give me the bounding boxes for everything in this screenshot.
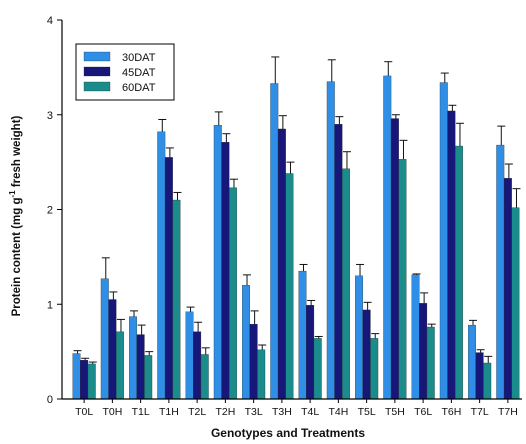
x-tick-label: T6L: [414, 406, 432, 418]
legend-swatch-45DAT: [83, 66, 111, 77]
bar-T4L-45DAT: [306, 305, 315, 400]
bar-T1H-60DAT: [172, 199, 181, 400]
bar-T4L-30DAT: [298, 270, 307, 400]
bars: [72, 75, 520, 400]
legend-swatch-30DAT: [83, 51, 111, 62]
bar-T5L-30DAT: [355, 275, 363, 400]
x-tick-label: T6H: [441, 406, 461, 418]
bar-T1L-45DAT: [136, 334, 145, 400]
y-axis-label-superscript: -1: [8, 190, 17, 198]
x-tick-label: T2L: [188, 406, 206, 418]
bar-T1H-30DAT: [157, 131, 166, 400]
bar-T3H-60DAT: [285, 173, 294, 400]
bar-T4H-45DAT: [334, 124, 343, 400]
bar-T5H-30DAT: [383, 75, 392, 400]
x-tick-label: T3L: [245, 406, 263, 418]
bar-T2H-60DAT: [229, 187, 237, 400]
bar-T2H-30DAT: [213, 125, 222, 400]
bar-T6L-45DAT: [419, 303, 428, 400]
bar-T2H-45DAT: [221, 142, 230, 400]
bar-T7L-45DAT: [475, 352, 484, 400]
bar-T0L-60DAT: [87, 363, 96, 400]
x-tick-label: T1L: [132, 406, 150, 418]
bar-T6H-30DAT: [439, 82, 448, 400]
bar-T3H-45DAT: [277, 128, 286, 400]
bar-T3L-60DAT: [257, 349, 266, 400]
y-axis-label-tail: fresh weight): [11, 115, 23, 190]
bar-T4H-60DAT: [342, 168, 350, 400]
x-tick-label: T3H: [272, 406, 292, 418]
bar-T7L-60DAT: [483, 362, 492, 400]
x-axis-label: Genotypes and Treatments: [211, 426, 365, 440]
legend-swatch-60DAT: [83, 81, 111, 92]
legend-label-30DAT: 30DAT: [122, 52, 156, 64]
bar-T0H-60DAT: [116, 331, 124, 400]
bar-T1H-45DAT: [164, 157, 173, 400]
y-ticks: 0 1 2 3 4: [47, 15, 62, 406]
bar-T4H-30DAT: [326, 81, 335, 400]
bar-T7H-60DAT: [511, 207, 520, 400]
y-tick-label: 2: [47, 205, 53, 217]
bar-T0H-30DAT: [100, 278, 109, 400]
bar-T6L-60DAT: [426, 326, 435, 400]
error-bars: [73, 56, 521, 364]
y-axis-label-main: Protein content (mg g: [11, 198, 23, 317]
x-tick-label: T5L: [358, 406, 376, 418]
y-tick-label: 0: [47, 394, 53, 406]
bar-T0L-30DAT: [72, 353, 81, 400]
x-tick-label: T4L: [301, 406, 319, 418]
legend-label-45DAT: 45DAT: [122, 67, 156, 79]
y-tick-label: 1: [47, 299, 53, 311]
bar-T5L-60DAT: [370, 338, 379, 400]
bar-T3L-30DAT: [242, 285, 250, 400]
bar-T2L-30DAT: [185, 311, 194, 400]
x-tick-label: T0H: [102, 406, 122, 418]
bar-T0H-45DAT: [108, 299, 117, 400]
y-axis-label: Protein content (mg g-1 fresh weight): [8, 115, 23, 316]
x-tick-label: T2H: [215, 406, 235, 418]
x-tick-label: T7H: [498, 406, 518, 418]
bar-T5H-60DAT: [398, 159, 407, 400]
bar-T3H-30DAT: [270, 83, 279, 400]
legend-label-60DAT: 60DAT: [122, 82, 156, 94]
x-tick-label: T7L: [471, 406, 489, 418]
bar-T5L-45DAT: [362, 309, 371, 400]
bar-T6L-30DAT: [411, 274, 420, 400]
bar-T7H-45DAT: [503, 178, 512, 400]
x-ticks: T0L T0H T1L T1H T2L T2H T3L T3H T4L T4H T5L T5H T6L T…: [75, 399, 518, 418]
bar-T2L-45DAT: [193, 331, 202, 400]
bar-T7L-30DAT: [468, 324, 476, 400]
bar-T6H-45DAT: [447, 110, 456, 400]
x-tick-label: T1H: [159, 406, 179, 418]
bar-T5H-45DAT: [390, 118, 399, 400]
bar-T7H-30DAT: [496, 144, 505, 400]
bar-T2L-60DAT: [200, 354, 209, 400]
x-tick-label: T5H: [385, 406, 405, 418]
x-tick-label: T4H: [328, 406, 348, 418]
bar-T1L-30DAT: [129, 316, 137, 400]
legend: 30DAT 45DAT 60DAT: [75, 43, 175, 101]
bar-T6H-60DAT: [455, 145, 463, 400]
bar-T0L-45DAT: [80, 360, 89, 400]
x-tick-label: T0L: [75, 406, 93, 418]
bar-T4L-60DAT: [313, 338, 322, 400]
bar-T3L-45DAT: [249, 323, 258, 400]
bar-T1L-60DAT: [144, 355, 153, 400]
y-tick-label: 4: [47, 15, 53, 27]
y-tick-label: 3: [47, 110, 53, 122]
